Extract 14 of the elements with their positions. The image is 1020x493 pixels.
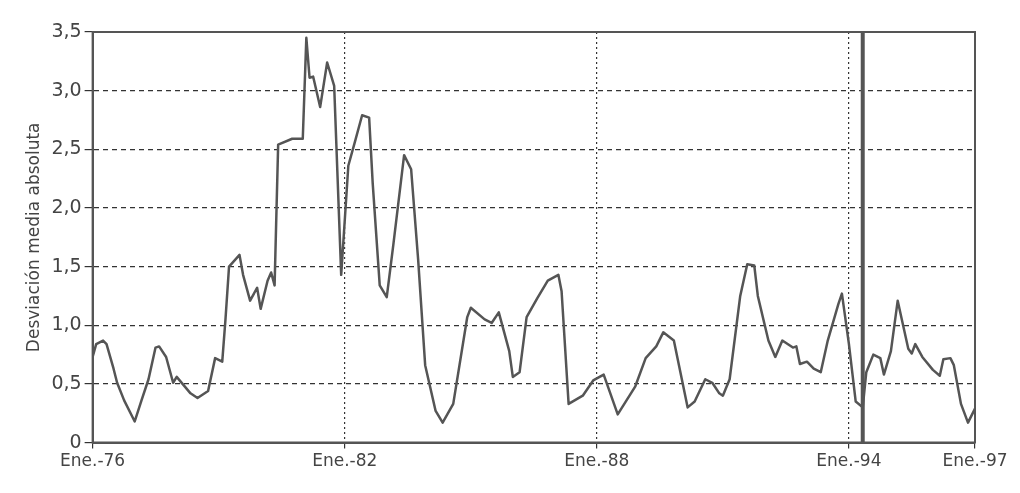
x-tick-label: Ene.-97 xyxy=(942,450,1008,471)
x-tick-label: Ene.-94 xyxy=(816,450,882,471)
y-tick-label: 0,5 xyxy=(51,370,82,393)
y-tick-label: 3,5 xyxy=(51,18,82,41)
y-tick-label: 0 xyxy=(69,429,82,452)
y-tick-label: 1,0 xyxy=(51,312,82,335)
y-tick-label: 2,0 xyxy=(51,194,82,217)
y-tick-label: 2,5 xyxy=(51,136,82,159)
y-axis-title: Desviación media absoluta xyxy=(22,122,43,353)
y-tick-label: 3,0 xyxy=(51,77,82,100)
x-tick-label: Ene.-76 xyxy=(60,450,126,471)
y-tick-label: 1,5 xyxy=(51,253,82,276)
x-tick-label: Ene.-82 xyxy=(312,450,378,471)
x-tick-label: Ene.-88 xyxy=(564,450,630,471)
